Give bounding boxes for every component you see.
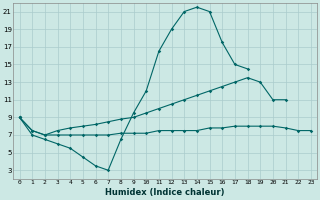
X-axis label: Humidex (Indice chaleur): Humidex (Indice chaleur) bbox=[106, 188, 225, 197]
